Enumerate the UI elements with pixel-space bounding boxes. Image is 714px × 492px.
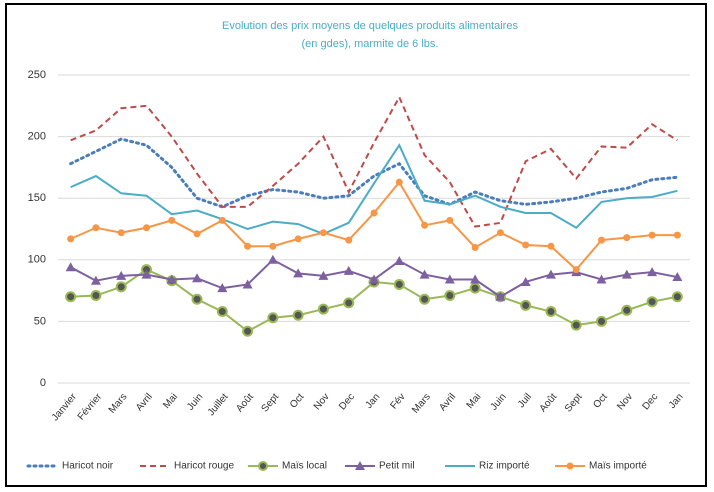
- y-tick-label: 100: [28, 254, 46, 266]
- marker: [520, 299, 532, 311]
- marker: [267, 254, 278, 264]
- marker: [470, 274, 481, 284]
- marker: [520, 276, 531, 286]
- y-tick-label: 250: [28, 69, 46, 81]
- marker: [116, 270, 127, 280]
- marker: [90, 290, 102, 302]
- marker: [216, 306, 228, 318]
- marker: [393, 278, 405, 290]
- marker: [672, 272, 683, 282]
- marker: [596, 274, 607, 284]
- marker: [217, 283, 228, 293]
- marker: [419, 269, 430, 279]
- marker: [242, 279, 253, 289]
- y-tick-label: 50: [34, 315, 46, 327]
- marker: [598, 236, 606, 244]
- frame: [5, 3, 707, 487]
- marker: [90, 275, 101, 285]
- marker: [469, 282, 481, 294]
- marker: [547, 242, 555, 250]
- marker: [292, 309, 304, 321]
- marker: [570, 319, 582, 331]
- y-tick-label: 150: [28, 192, 46, 204]
- series-line: [69, 137, 679, 209]
- marker: [65, 262, 76, 272]
- marker: [394, 256, 405, 266]
- legend-label: Riz importé: [479, 461, 530, 472]
- marker: [319, 229, 327, 237]
- marker: [545, 269, 556, 279]
- marker: [471, 243, 479, 251]
- marker: [444, 274, 455, 284]
- marker: [572, 266, 580, 274]
- marker: [115, 281, 127, 293]
- marker: [345, 236, 353, 244]
- marker: [522, 241, 530, 249]
- marker: [421, 221, 429, 229]
- chart-title: Evolution des prix moyens de quelques pr…: [222, 20, 518, 32]
- legend-marker: [258, 461, 268, 471]
- series-line: [70, 143, 678, 236]
- marker: [318, 270, 329, 280]
- marker: [168, 216, 176, 224]
- marker: [446, 216, 454, 224]
- marker: [269, 242, 277, 250]
- marker: [218, 216, 226, 224]
- legend-label: Haricot noir: [62, 461, 114, 472]
- legend-marker: [355, 461, 365, 470]
- marker: [242, 325, 254, 337]
- marker: [623, 234, 631, 242]
- marker: [191, 293, 203, 305]
- legend-marker: [566, 462, 574, 470]
- marker: [495, 291, 506, 301]
- y-tick-label: 200: [28, 131, 46, 143]
- marker: [596, 315, 608, 327]
- legend-label: Petit mil: [379, 461, 415, 472]
- y-tick-label: 0: [40, 377, 46, 389]
- marker: [646, 296, 658, 308]
- marker: [193, 230, 201, 238]
- marker: [496, 229, 504, 237]
- marker: [317, 303, 329, 315]
- marker: [369, 274, 379, 284]
- marker: [141, 269, 152, 279]
- legend-label: Maïs importé: [589, 461, 647, 472]
- marker: [343, 297, 355, 309]
- marker: [545, 306, 557, 318]
- marker: [673, 231, 681, 239]
- chart-subtitle: (en gdes), marmite de 6 lbs.: [302, 38, 439, 50]
- marker: [166, 274, 177, 284]
- marker: [621, 304, 633, 316]
- marker: [244, 242, 252, 250]
- marker: [343, 265, 354, 275]
- marker: [267, 312, 279, 324]
- marker: [395, 178, 403, 186]
- marker: [621, 269, 632, 279]
- series-line: [70, 94, 678, 228]
- marker: [444, 290, 456, 302]
- marker: [67, 235, 75, 243]
- marker: [92, 224, 100, 232]
- marker: [142, 224, 150, 232]
- marker: [294, 235, 302, 243]
- marker: [419, 293, 431, 305]
- marker: [648, 231, 656, 239]
- legend-label: Maïs local: [282, 461, 327, 472]
- marker: [65, 291, 77, 303]
- marker: [117, 229, 125, 237]
- marker: [671, 291, 683, 303]
- marker: [192, 273, 203, 283]
- marker: [370, 209, 378, 217]
- marker: [293, 268, 304, 278]
- marker: [647, 267, 658, 277]
- legend-label: Haricot rouge: [174, 461, 234, 472]
